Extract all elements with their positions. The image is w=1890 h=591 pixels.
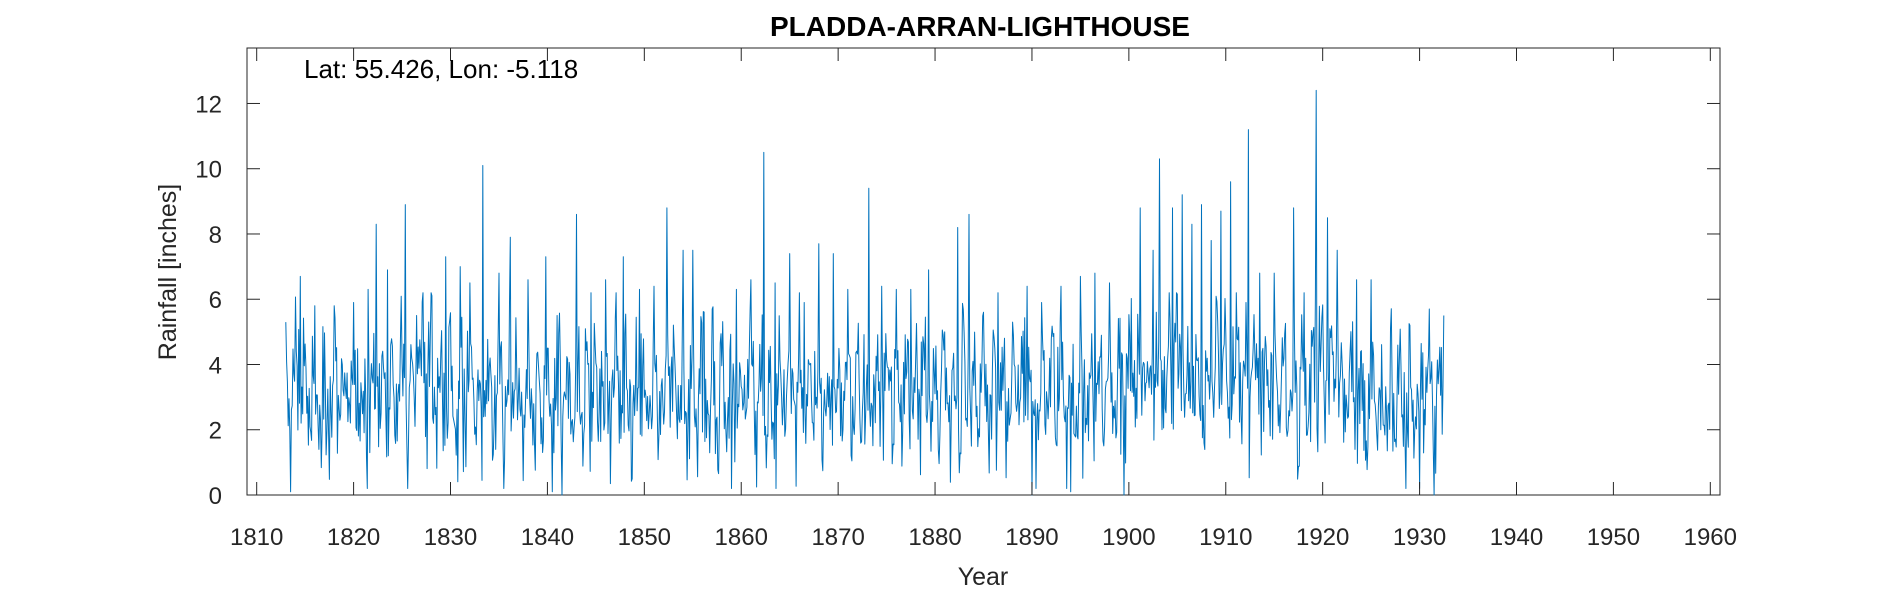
location-annotation: Lat: 55.426, Lon: -5.118 [304, 54, 578, 84]
x-tick-label: 1850 [618, 524, 671, 551]
y-tick-label: 8 [209, 222, 222, 249]
data-layer [285, 89, 1445, 496]
x-tick-label: 1930 [1393, 524, 1446, 551]
x-tick-label: 1860 [715, 524, 768, 551]
x-tick-label: 1950 [1587, 524, 1640, 551]
x-tick-label: 1840 [521, 524, 574, 551]
axes-box [246, 47, 1721, 496]
y-axis: 0 2 4 6 8 10 12 [195, 91, 1720, 510]
y-tick-label: 6 [209, 287, 222, 314]
x-tick-label: 1820 [327, 524, 380, 551]
x-tick-label: 1880 [908, 524, 961, 551]
x-tick-label: 1900 [1102, 524, 1155, 551]
x-tick-label: 1890 [1005, 524, 1058, 551]
x-tick-label: 1830 [424, 524, 477, 551]
x-tick-label: 1960 [1684, 524, 1737, 551]
x-tick-label: 1870 [811, 524, 864, 551]
y-tick-label: 2 [209, 418, 222, 445]
y-axis-label: Rainfall [inches] [154, 184, 182, 360]
x-tick-label: 1910 [1199, 524, 1252, 551]
x-axis-label: Year [958, 563, 1009, 591]
x-tick-label: 1810 [230, 524, 283, 551]
x-tick-label: 1940 [1490, 524, 1543, 551]
x-tick-label: 1920 [1296, 524, 1349, 551]
x-axis: 1810 1820 1830 1840 1850 1860 1870 1880 1890 1900… [230, 48, 1737, 551]
y-tick-label: 0 [209, 483, 222, 510]
y-tick-label: 12 [195, 91, 222, 118]
y-tick-label: 4 [209, 352, 222, 379]
chart-title: PLADDA-ARRAN-LIGHTHOUSE [770, 11, 1190, 42]
rainfall-series-line [285, 89, 1445, 496]
y-tick-label: 10 [195, 157, 222, 184]
plot-area [246, 47, 1721, 496]
